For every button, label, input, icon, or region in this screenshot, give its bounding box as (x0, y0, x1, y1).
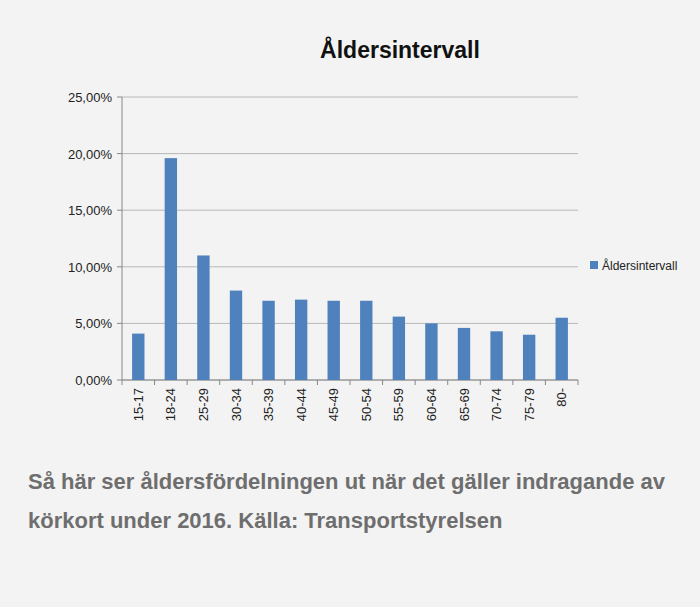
chart: Åldersintervall 0,00% 5,00% 10,00% 15,00% 20,… (0, 0, 700, 460)
grid-line (122, 97, 578, 98)
bar (360, 301, 372, 380)
y-tick (117, 153, 122, 154)
bars (132, 158, 568, 380)
bar (262, 301, 274, 380)
x-tick (187, 380, 188, 385)
x-tick (545, 380, 546, 385)
grid-line (122, 210, 578, 211)
y-tick (117, 323, 122, 324)
grid-line (122, 153, 578, 154)
x-tick-label: 15-17 (131, 388, 146, 421)
legend-swatch (590, 261, 598, 269)
bar (165, 158, 177, 380)
bar (523, 335, 535, 380)
x-tick-label: 60-64 (424, 388, 439, 421)
x-tick (415, 380, 416, 385)
y-tick (117, 380, 122, 381)
grid-line (122, 323, 578, 324)
x-tick-label: 50-54 (359, 388, 374, 421)
x-tick-label: 40-44 (294, 388, 309, 421)
y-axis (122, 97, 123, 380)
bar (556, 318, 568, 380)
bar (393, 317, 405, 380)
x-tick-label: 65-69 (457, 388, 472, 421)
legend-label: Åldersintervall (602, 258, 677, 273)
x-tick (284, 380, 285, 385)
x-tick-label: 18-24 (163, 388, 178, 421)
x-tick (382, 380, 383, 385)
x-tick-label: 80- (554, 388, 569, 407)
bar (295, 300, 307, 380)
y-tick-label: 5,00% (75, 316, 112, 331)
bar (490, 331, 502, 380)
bar (132, 334, 144, 380)
y-tick (117, 210, 122, 211)
y-tick (117, 97, 122, 98)
x-tick (219, 380, 220, 385)
y-tick-label: 20,00% (68, 147, 113, 162)
x-tick (122, 380, 123, 385)
x-tick (317, 380, 318, 385)
x-tick (512, 380, 513, 385)
x-tick-label: 55-59 (391, 388, 406, 421)
bar (197, 255, 209, 380)
x-tick-label: 75-79 (522, 388, 537, 421)
grid-line (122, 266, 578, 267)
x-tick-label: 45-49 (326, 388, 341, 421)
y-tick-label: 15,00% (68, 203, 113, 218)
x-tick (154, 380, 155, 385)
bar (458, 328, 470, 380)
x-tick (252, 380, 253, 385)
x-tick (480, 380, 481, 385)
x-tick (447, 380, 448, 385)
bar (425, 323, 437, 380)
caption: Så här ser åldersfördelningen ut när det… (28, 462, 688, 540)
bar (230, 291, 242, 380)
y-tick-label: 10,00% (68, 260, 113, 275)
x-tick-label: 30-34 (229, 388, 244, 421)
title: Åldersintervall (320, 36, 480, 63)
y-tick-label: 0,00% (75, 373, 112, 388)
x-tick-label: 70-74 (489, 388, 504, 421)
x-tick-label: 25-29 (196, 388, 211, 421)
bar (328, 301, 340, 380)
x-tick-label: 35-39 (261, 388, 276, 421)
y-tick-label: 25,00% (68, 90, 113, 105)
x-tick (350, 380, 351, 385)
y-tick (117, 266, 122, 267)
x-tick (578, 380, 579, 385)
